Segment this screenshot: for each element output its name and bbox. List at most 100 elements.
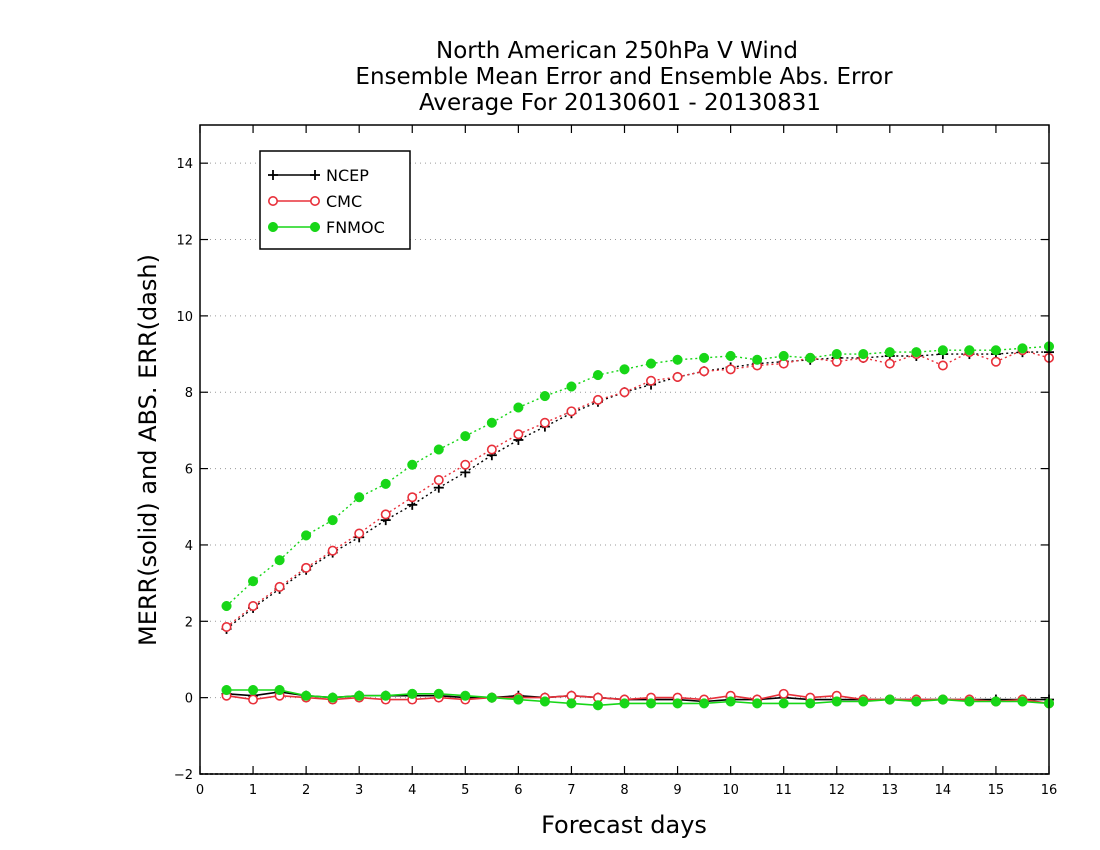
point-fnmoc-mean-error bbox=[407, 688, 418, 699]
point-fnmoc-abs-error bbox=[911, 347, 922, 358]
series-ncep-abs-error-line bbox=[226, 351, 1049, 630]
point-cmc-abs-error bbox=[486, 444, 497, 455]
point-fnmoc-abs-error bbox=[937, 345, 948, 356]
point-fnmoc-mean-error bbox=[248, 684, 259, 696]
point-cmc-abs-error bbox=[884, 358, 895, 369]
point-fnmoc-abs-error bbox=[672, 354, 683, 365]
point-fnmoc-abs-error bbox=[301, 530, 312, 541]
point-fnmoc-mean-error bbox=[884, 694, 895, 705]
point-fnmoc-abs-error bbox=[1017, 343, 1028, 354]
point-cmc-abs-error bbox=[646, 375, 657, 386]
point-fnmoc-abs-error bbox=[645, 358, 657, 369]
series-cmc bbox=[221, 345, 1055, 709]
point-fnmoc-mean-error bbox=[460, 690, 471, 701]
point-fnmoc-mean-error bbox=[221, 684, 232, 696]
point-cmc-abs-error bbox=[672, 371, 683, 382]
x-tick-label: 6 bbox=[514, 783, 522, 798]
legend-marker-fnmoc-end bbox=[309, 221, 321, 233]
point-fnmoc-mean-error bbox=[539, 696, 550, 707]
point-fnmoc-abs-error bbox=[619, 364, 630, 375]
point-fnmoc-mean-error bbox=[380, 690, 391, 701]
point-fnmoc-mean-error bbox=[831, 696, 842, 707]
point-fnmoc-mean-error bbox=[699, 698, 710, 709]
point-cmc-abs-error bbox=[937, 360, 948, 371]
y-axis-label: MERR(solid) and ABS. ERR(dash) bbox=[134, 254, 162, 646]
point-cmc-abs-error bbox=[460, 459, 471, 470]
legend-marker-ncep-end bbox=[310, 170, 320, 180]
point-fnmoc-mean-error bbox=[1017, 696, 1028, 707]
legend-item-cmc: CMC bbox=[267, 192, 362, 211]
point-fnmoc-mean-error bbox=[592, 700, 604, 711]
point-fnmoc-abs-error bbox=[805, 352, 816, 363]
point-cmc-abs-error bbox=[301, 562, 312, 573]
point-fnmoc-abs-error bbox=[699, 352, 710, 363]
series-layer bbox=[221, 341, 1055, 711]
legend-label-fnmoc: FNMOC bbox=[326, 218, 385, 237]
y-tick-label: 12 bbox=[176, 234, 193, 249]
point-fnmoc-mean-error bbox=[672, 698, 683, 709]
y-tick-label: 8 bbox=[185, 386, 193, 401]
x-tick-label: 7 bbox=[567, 783, 575, 798]
point-fnmoc-abs-error bbox=[354, 492, 365, 503]
point-cmc-abs-error bbox=[354, 528, 365, 539]
point-fnmoc-abs-error bbox=[460, 431, 471, 442]
point-fnmoc-abs-error bbox=[964, 345, 975, 356]
point-cmc-abs-error bbox=[539, 417, 550, 428]
point-fnmoc-abs-error bbox=[725, 350, 736, 362]
point-cmc-abs-error bbox=[407, 492, 418, 503]
point-fnmoc-mean-error bbox=[486, 692, 497, 703]
y-tick-label: −2 bbox=[174, 768, 193, 783]
point-cmc-abs-error bbox=[248, 601, 259, 612]
point-fnmoc-abs-error bbox=[380, 478, 391, 489]
point-fnmoc-mean-error bbox=[645, 698, 657, 709]
point-cmc-abs-error bbox=[699, 366, 710, 377]
title-line-2: Ensemble Mean Error and Ensemble Abs. Er… bbox=[355, 64, 893, 90]
point-cmc-abs-error bbox=[221, 622, 232, 633]
y-tick-label: 4 bbox=[185, 539, 193, 554]
series-cmc-mean-error-line bbox=[226, 692, 1050, 705]
series-fnmoc bbox=[221, 341, 1055, 711]
y-tick-label: 14 bbox=[176, 157, 193, 172]
x-tick-label: 11 bbox=[775, 783, 792, 798]
point-fnmoc-mean-error bbox=[301, 690, 312, 701]
point-cmc-abs-error bbox=[327, 545, 338, 556]
point-fnmoc-abs-error bbox=[884, 347, 895, 358]
point-fnmoc-abs-error bbox=[858, 349, 869, 360]
point-fnmoc-abs-error bbox=[274, 555, 285, 566]
series-ncep bbox=[221, 347, 1054, 707]
y-tick-label: 2 bbox=[185, 615, 193, 630]
y-tick-label: 0 bbox=[185, 692, 193, 707]
point-fnmoc-abs-error bbox=[513, 402, 524, 413]
legend-label-ncep: NCEP bbox=[326, 166, 369, 185]
title-line-3: Average For 20130601 - 20130831 bbox=[419, 90, 821, 116]
x-tick-label: 16 bbox=[1041, 783, 1058, 798]
x-tick-label: 15 bbox=[988, 783, 1005, 798]
legend-item-fnmoc: FNMOC bbox=[267, 218, 385, 237]
legend-marker-cmc-start bbox=[267, 196, 278, 207]
point-fnmoc-mean-error bbox=[619, 698, 630, 709]
point-fnmoc-abs-error bbox=[407, 459, 418, 470]
point-fnmoc-mean-error bbox=[911, 696, 922, 707]
point-fnmoc-abs-error bbox=[752, 354, 763, 365]
x-axis-label: Forecast days bbox=[541, 811, 707, 839]
point-fnmoc-abs-error bbox=[592, 370, 604, 381]
point-fnmoc-abs-error bbox=[566, 381, 577, 392]
point-cmc-mean-error bbox=[248, 694, 259, 705]
title-line-1: North American 250hPa V Wind bbox=[436, 38, 798, 64]
y-tick-label: 10 bbox=[176, 310, 193, 325]
x-tick-label: 4 bbox=[408, 783, 416, 798]
x-tick-label: 5 bbox=[461, 783, 469, 798]
x-tick-label: 12 bbox=[828, 783, 845, 798]
legend-marker-fnmoc-start bbox=[267, 221, 279, 233]
point-fnmoc-mean-error bbox=[274, 684, 285, 696]
point-fnmoc-mean-error bbox=[964, 696, 975, 707]
point-fnmoc-mean-error bbox=[327, 692, 338, 703]
y-tick-label: 6 bbox=[185, 463, 193, 478]
point-cmc-abs-error bbox=[274, 581, 285, 592]
point-cmc-mean-error bbox=[778, 688, 789, 699]
point-cmc-abs-error bbox=[433, 475, 444, 486]
point-fnmoc-abs-error bbox=[433, 444, 444, 455]
